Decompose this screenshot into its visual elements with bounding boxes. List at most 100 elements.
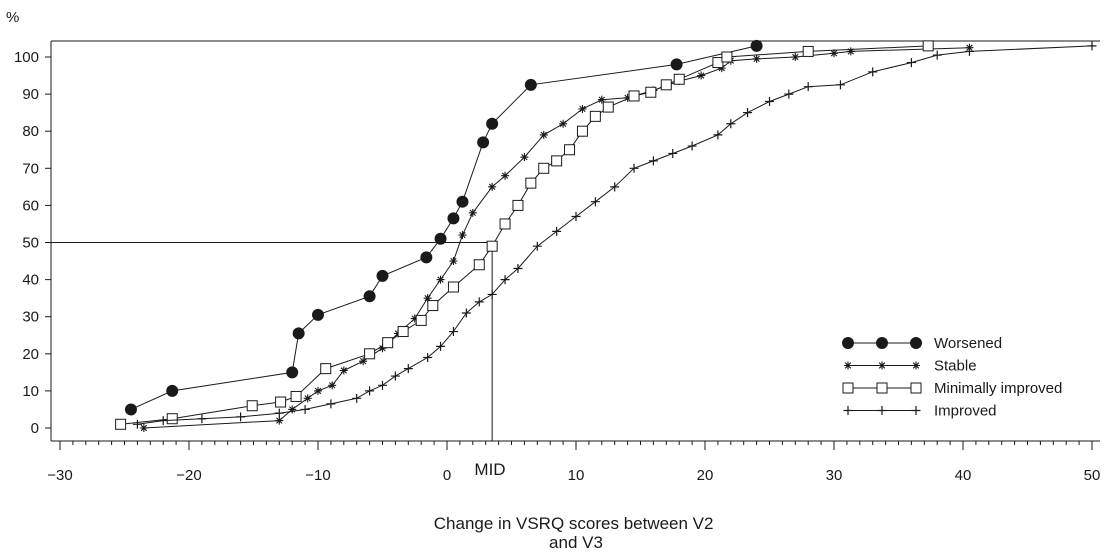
data-point-improved — [648, 156, 658, 166]
legend-item-improved: Improved — [843, 403, 997, 420]
data-point-stable — [436, 275, 445, 284]
data-point-worsened — [434, 232, 447, 245]
data-point-minimally-improved — [564, 144, 576, 156]
data-point-improved — [500, 275, 510, 285]
data-point-stable — [752, 54, 761, 63]
data-point-minimally-improved — [538, 162, 550, 174]
data-point-worsened — [477, 136, 490, 149]
data-point-worsened — [376, 269, 389, 282]
series-improved — [132, 41, 1097, 429]
data-point-stable — [339, 366, 348, 375]
data-point-improved — [378, 380, 387, 390]
y-ticks: 0 10 20 30 40 50 60 70 80 90 100 — [14, 49, 51, 437]
legend-item-minimally-improved: Minimally improved — [842, 380, 1062, 397]
y-tick-label: 80 — [22, 123, 39, 140]
data-point-minimally-improved — [115, 418, 127, 430]
series-worsened — [124, 39, 763, 416]
data-point-improved — [726, 119, 736, 129]
data-point-stable — [539, 130, 548, 139]
x-tick-label: 10 — [568, 467, 585, 484]
data-point-minimally-improved — [673, 73, 685, 85]
data-point-minimally-improved — [382, 337, 394, 349]
series-stable — [139, 43, 974, 432]
data-point-improved — [629, 163, 639, 173]
legend-marker-improved — [877, 406, 887, 415]
data-point-minimally-improved — [551, 155, 563, 167]
data-point-stable — [423, 294, 432, 303]
data-point-stable — [578, 104, 587, 113]
y-tick-label: 60 — [22, 197, 39, 214]
data-point-stable — [288, 405, 297, 414]
data-point-minimally-improved — [486, 240, 498, 252]
legend-marker-worsened — [842, 337, 854, 349]
data-point-stable — [830, 49, 838, 58]
data-point-improved — [784, 89, 794, 99]
data-point-minimally-improved — [246, 400, 258, 412]
data-point-worsened — [166, 384, 179, 397]
x-tick-label: 0 — [443, 467, 451, 484]
legend-marker-stable — [878, 361, 886, 370]
data-point-improved — [1087, 41, 1097, 51]
data-point-improved — [436, 341, 446, 351]
y-axis-label: % — [6, 9, 19, 26]
data-point-minimally-improved — [645, 86, 657, 98]
data-point-minimally-improved — [473, 259, 485, 271]
data-point-minimally-improved — [364, 348, 376, 360]
data-point-worsened — [312, 308, 324, 321]
data-point-stable — [623, 93, 632, 102]
data-point-worsened — [420, 251, 433, 264]
data-point-improved — [532, 241, 542, 251]
data-point-improved — [326, 399, 336, 409]
data-point-worsened — [447, 212, 460, 225]
legend-label-worsened: Worsened — [934, 335, 1002, 352]
legend-marker-worsened — [910, 337, 922, 349]
data-point-improved — [687, 141, 697, 151]
data-point-minimally-improved — [525, 177, 537, 189]
y-tick-label: 0 — [31, 420, 39, 437]
data-point-minimally-improved — [447, 281, 459, 293]
data-point-improved — [906, 58, 916, 68]
data-point-worsened — [456, 195, 469, 208]
data-point-improved — [713, 130, 723, 140]
data-point-improved — [390, 371, 400, 381]
data-point-improved — [868, 67, 878, 77]
legend-item-worsened: Worsened — [842, 335, 1002, 352]
data-point-improved — [932, 50, 942, 60]
x-tick-label: 30 — [826, 467, 843, 484]
legend-marker-minimally-improved — [910, 382, 922, 394]
data-point-worsened — [750, 39, 763, 52]
data-point-minimally-improved — [290, 390, 302, 402]
data-point-minimally-improved — [499, 218, 511, 230]
x-tick-label: −20 — [176, 467, 201, 484]
data-point-improved — [474, 297, 484, 307]
data-point-stable — [501, 171, 510, 180]
x-tick-label: 20 — [697, 467, 714, 484]
data-point-improved — [487, 289, 497, 299]
data-point-stable — [378, 344, 387, 353]
legend-marker-improved — [843, 406, 853, 415]
data-point-improved — [448, 327, 458, 337]
data-point-worsened — [286, 366, 299, 379]
legend-marker-worsened — [876, 337, 888, 349]
data-point-stable — [359, 357, 368, 366]
data-point-improved — [132, 419, 142, 429]
data-point-minimally-improved — [721, 51, 733, 63]
data-point-improved — [590, 197, 600, 207]
data-point-improved — [365, 386, 375, 396]
legend-label-stable: Stable — [934, 358, 977, 375]
series-line-worsened — [130, 45, 757, 410]
series-line-stable — [143, 47, 970, 429]
data-point-improved — [352, 393, 362, 403]
x-axis-label: Change in VSRQ scores between V2 and V3 — [434, 514, 718, 552]
y-tick-label: 100 — [14, 49, 39, 66]
data-point-stable — [520, 153, 529, 162]
minor-ticks — [72, 441, 1080, 445]
y-tick-label: 70 — [22, 160, 39, 177]
data-point-minimally-improved — [628, 90, 640, 102]
data-point-minimally-improved — [660, 79, 672, 91]
data-point-minimally-improved — [427, 300, 439, 312]
legend-marker-minimally-improved — [876, 382, 888, 394]
data-point-minimally-improved — [576, 125, 588, 137]
data-point-worsened — [670, 58, 683, 71]
